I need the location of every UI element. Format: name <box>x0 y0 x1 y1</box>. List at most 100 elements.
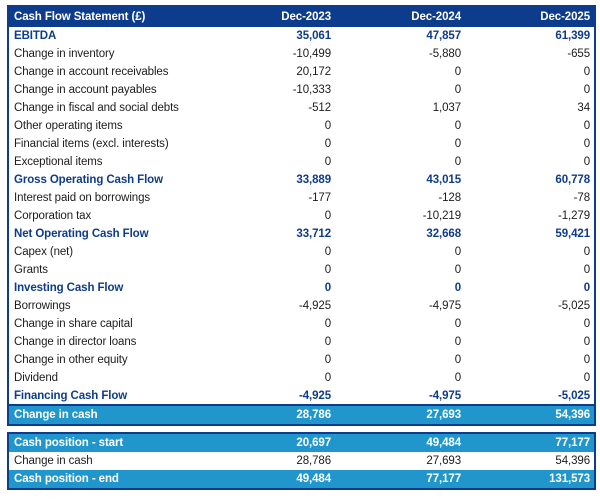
row-label: Dividend <box>8 369 205 387</box>
row-value: 0 <box>205 207 335 225</box>
row-label: Financial items (excl. interests) <box>8 135 205 153</box>
row-value: 33,889 <box>205 171 335 189</box>
row-value: -5,025 <box>465 297 595 315</box>
row-label: Grants <box>8 261 205 279</box>
column-header-dec-2023: Dec-2023 <box>205 6 335 27</box>
row-value: 60,778 <box>465 171 595 189</box>
row-value: 0 <box>465 117 595 135</box>
row-label: Borrowings <box>8 297 205 315</box>
table-row: Other operating items 0 0 0 <box>8 117 595 135</box>
table-row: Borrowings -4,925 -4,975 -5,025 <box>8 297 595 315</box>
row-value: 33,712 <box>205 225 335 243</box>
row-value: 0 <box>205 369 335 387</box>
table-row: Financial items (excl. interests) 0 0 0 <box>8 135 595 153</box>
row-value: -4,925 <box>205 387 335 405</box>
row-label: Gross Operating Cash Flow <box>8 171 205 189</box>
table-row: Exceptional items 0 0 0 <box>8 153 595 171</box>
row-value: 0 <box>205 333 335 351</box>
row-value: 0 <box>465 63 595 81</box>
row-value: 1,037 <box>335 99 465 117</box>
table-row: Change in inventory -10,499 -5,880 -655 <box>8 45 595 63</box>
row-value: 0 <box>335 135 465 153</box>
row-value: 0 <box>335 117 465 135</box>
row-label: Cash position - start <box>8 433 205 452</box>
row-value: 0 <box>205 243 335 261</box>
row-value: 0 <box>465 351 595 369</box>
table-header-row: Cash Flow Statement (£) Dec-2023 Dec-202… <box>8 6 595 27</box>
row-value: 0 <box>465 333 595 351</box>
row-value: -5,025 <box>465 387 595 405</box>
row-value: 0 <box>465 135 595 153</box>
row-value: 0 <box>465 153 595 171</box>
row-label: Change in other equity <box>8 351 205 369</box>
table-row: Change in other equity 0 0 0 <box>8 351 595 369</box>
row-value: 0 <box>335 279 465 297</box>
row-value: -177 <box>205 189 335 207</box>
row-value: 20,697 <box>205 433 335 452</box>
row-value: 0 <box>465 369 595 387</box>
row-value: -10,499 <box>205 45 335 63</box>
row-value: 0 <box>205 315 335 333</box>
row-value: 28,786 <box>205 404 335 425</box>
table-row: Change in account receivables 20,172 0 0 <box>8 63 595 81</box>
row-value: -512 <box>205 99 335 117</box>
row-value: -128 <box>335 189 465 207</box>
row-value: 0 <box>335 153 465 171</box>
row-label: Financing Cash Flow <box>8 387 205 405</box>
table-row: Net Operating Cash Flow 33,712 32,668 59,42… <box>8 225 595 243</box>
row-value: 49,484 <box>335 433 465 452</box>
row-value: -4,925 <box>205 297 335 315</box>
row-value: 54,396 <box>465 404 595 425</box>
column-header-dec-2024: Dec-2024 <box>335 6 465 27</box>
table-row: Change in account payables -10,333 0 0 <box>8 81 595 99</box>
table-row: Gross Operating Cash Flow 33,889 43,015 60,… <box>8 171 595 189</box>
row-value: 77,177 <box>335 470 465 489</box>
table-row: Change in cash 28,786 27,693 54,396 <box>8 452 595 470</box>
row-value: 43,015 <box>335 171 465 189</box>
table-row: Cash position - start 20,697 49,484 77,177 <box>8 433 595 452</box>
row-value: 0 <box>335 315 465 333</box>
table-row: Interest paid on borrowings -177 -128 -78 <box>8 189 595 207</box>
row-value: 0 <box>465 81 595 99</box>
table-row: Change in director loans 0 0 0 <box>8 333 595 351</box>
cash-position-table: Cash position - start 20,697 49,484 77,177 C… <box>7 432 596 490</box>
table-row: Financing Cash Flow -4,925 -4,975 -5,025 <box>8 387 595 405</box>
row-value: 131,573 <box>465 470 595 489</box>
table-row: Change in share capital 0 0 0 <box>8 315 595 333</box>
row-label: Exceptional items <box>8 153 205 171</box>
row-value: -4,975 <box>335 387 465 405</box>
row-label: Change in cash <box>8 404 205 425</box>
row-value: 28,786 <box>205 452 335 470</box>
row-value: -10,219 <box>335 207 465 225</box>
row-value: 0 <box>465 315 595 333</box>
row-value: 27,693 <box>335 452 465 470</box>
table-row: Corporation tax 0 -10,219 -1,279 <box>8 207 595 225</box>
row-value: 47,857 <box>335 27 465 45</box>
row-label: Change in account receivables <box>8 63 205 81</box>
row-value: 61,399 <box>465 27 595 45</box>
row-value: 34 <box>465 99 595 117</box>
column-header-dec-2025: Dec-2025 <box>465 6 595 27</box>
row-value: -1,279 <box>465 207 595 225</box>
row-label: EBITDA <box>8 27 205 45</box>
row-value: 59,421 <box>465 225 595 243</box>
table-row: Dividend 0 0 0 <box>8 369 595 387</box>
row-value: 0 <box>335 243 465 261</box>
row-label: Change in cash <box>8 452 205 470</box>
row-label: Change in director loans <box>8 333 205 351</box>
table-row: Grants 0 0 0 <box>8 261 595 279</box>
table-row: Capex (net) 0 0 0 <box>8 243 595 261</box>
row-value: 0 <box>335 63 465 81</box>
row-value: 35,061 <box>205 27 335 45</box>
row-value: 27,693 <box>335 404 465 425</box>
row-value: 0 <box>465 243 595 261</box>
row-value: 0 <box>335 81 465 99</box>
table-row: Change in fiscal and social debts -512 1,0… <box>8 99 595 117</box>
table-row: Investing Cash Flow 0 0 0 <box>8 279 595 297</box>
row-value: 0 <box>205 135 335 153</box>
row-label: Change in fiscal and social debts <box>8 99 205 117</box>
row-label: Investing Cash Flow <box>8 279 205 297</box>
row-value: 0 <box>205 261 335 279</box>
row-value: 0 <box>205 117 335 135</box>
